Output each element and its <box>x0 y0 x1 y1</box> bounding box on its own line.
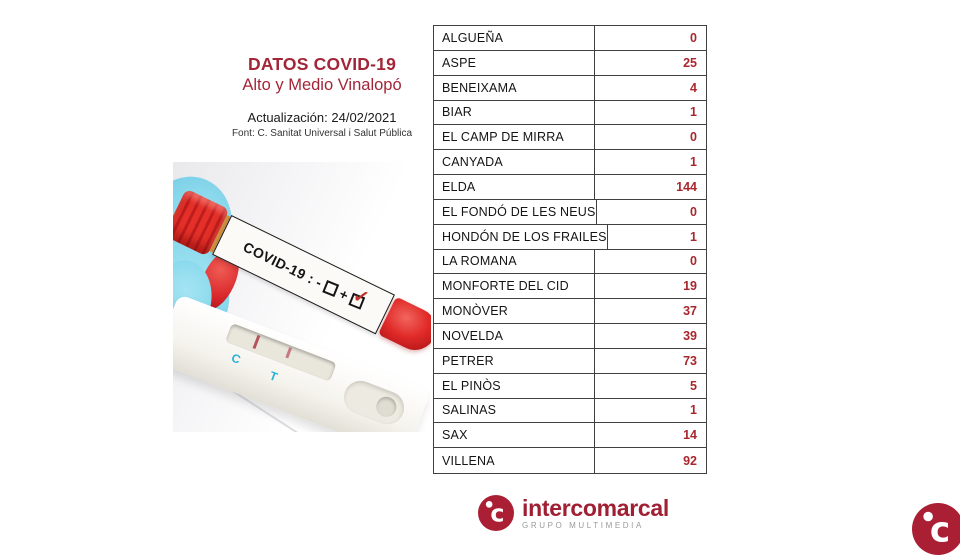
table-row: VILLENA 92 <box>434 448 706 473</box>
tube-label-text: COVID-19 : <box>240 238 318 287</box>
table-row: NOVELDA 39 <box>434 324 706 349</box>
table-row: CANYADA 1 <box>434 150 706 175</box>
table-row: BIAR 1 <box>434 100 706 126</box>
table-row: ASPE 25 <box>434 50 706 76</box>
table-row: LA ROMANA 0 <box>434 249 706 275</box>
negative-checkbox <box>322 279 340 297</box>
case-count: 14 <box>683 428 697 443</box>
municipality-name: PETRER <box>434 348 595 373</box>
table-row: EL CAMP DE MIRRA 0 <box>434 125 706 151</box>
municipality-name: LA ROMANA <box>434 249 595 274</box>
header-block: DATOS COVID-19 Alto y Medio Vinalopó Act… <box>172 54 472 140</box>
test-letter: T <box>267 368 280 385</box>
table-row: SALINAS 1 <box>434 398 706 424</box>
data-source: Font: C. Sanitat Universal i Salut Públi… <box>231 128 413 139</box>
case-count: 0 <box>690 30 697 45</box>
table-row: MONÒVER 37 <box>434 299 706 324</box>
control-letter: C <box>229 350 243 367</box>
municipality-name: VILLENA <box>434 448 595 473</box>
municipality-name: BENEIXAMA <box>434 75 595 100</box>
case-count: 0 <box>690 130 697 145</box>
table-row: HONDÓN DE LOS FRAILES 1 <box>434 224 706 250</box>
case-count: 39 <box>683 328 697 343</box>
case-count: 5 <box>690 378 697 393</box>
case-count: 19 <box>683 279 697 294</box>
municipality-name: NOVELDA <box>434 324 595 348</box>
case-count: 1 <box>690 229 697 244</box>
municipality-name: ALGUEÑA <box>434 26 595 50</box>
table-row: MONFORTE DEL CID 19 <box>434 274 706 300</box>
case-count: 1 <box>690 403 697 418</box>
brand-footer: c intercomarcal GRUPO MULTIMEDIA <box>478 495 669 531</box>
table-row: SAX 14 <box>434 423 706 449</box>
municipality-name: EL CAMP DE MIRRA <box>434 125 595 150</box>
intercomarcal-logo-icon: c <box>478 495 514 531</box>
case-count: 0 <box>690 204 697 219</box>
municipality-name: SALINAS <box>434 398 595 423</box>
case-count: 73 <box>683 353 697 368</box>
control-line <box>252 334 261 350</box>
case-count: 4 <box>690 80 697 95</box>
page-subtitle: Alto y Medio Vinalopó <box>242 76 402 94</box>
update-date: Actualización: 24/02/2021 <box>247 110 397 125</box>
covid-test-photo: COVID-19 : - + ✓ C T <box>173 162 431 432</box>
corner-logo-icon: c <box>912 503 960 555</box>
case-count: 92 <box>683 453 697 468</box>
case-count: 1 <box>690 105 697 120</box>
positive-checkbox: ✓ <box>348 285 372 309</box>
municipality-name: EL PINÒS <box>434 373 595 398</box>
municipality-name: MONFORTE DEL CID <box>434 274 595 299</box>
table-row: EL PINÒS 5 <box>434 373 706 399</box>
svg-text:c: c <box>490 500 504 528</box>
table-row: EL FONDÓ DE LES NEUS 0 <box>434 199 706 225</box>
table-row: BENEIXAMA 4 <box>434 75 706 101</box>
check-icon: ✓ <box>350 284 372 310</box>
case-count: 144 <box>676 179 697 194</box>
table-row: ALGUEÑA 0 <box>434 26 706 51</box>
result-window <box>224 322 337 382</box>
municipality-name: EL FONDÓ DE LES NEUS <box>434 199 597 224</box>
brand-text: intercomarcal GRUPO MULTIMEDIA <box>522 494 669 530</box>
sample-well <box>339 376 409 430</box>
table-row: PETRER 73 <box>434 348 706 374</box>
case-count: 1 <box>690 155 697 170</box>
municipality-name: MONÒVER <box>434 299 595 323</box>
sample-well-hole <box>373 393 400 420</box>
table-row: ELDA 144 <box>434 175 706 200</box>
covid-cases-table: ALGUEÑA 0 ASPE 25 BENEIXAMA 4 BIAR 1 EL … <box>433 25 707 474</box>
svg-text:c: c <box>930 510 950 550</box>
case-count: 0 <box>690 254 697 269</box>
municipality-name: HONDÓN DE LOS FRAILES <box>434 224 608 249</box>
case-count: 37 <box>683 304 697 319</box>
page-title: DATOS COVID-19 <box>247 54 396 74</box>
municipality-name: BIAR <box>434 100 595 125</box>
case-count: 25 <box>683 55 697 70</box>
municipality-name: ELDA <box>434 175 595 199</box>
brand-name: intercomarcal <box>522 494 669 521</box>
municipality-name: ASPE <box>434 50 595 75</box>
municipality-name: CANYADA <box>434 150 595 174</box>
test-line <box>285 347 293 359</box>
brand-tagline: GRUPO MULTIMEDIA <box>522 520 644 530</box>
municipality-name: SAX <box>434 423 595 448</box>
